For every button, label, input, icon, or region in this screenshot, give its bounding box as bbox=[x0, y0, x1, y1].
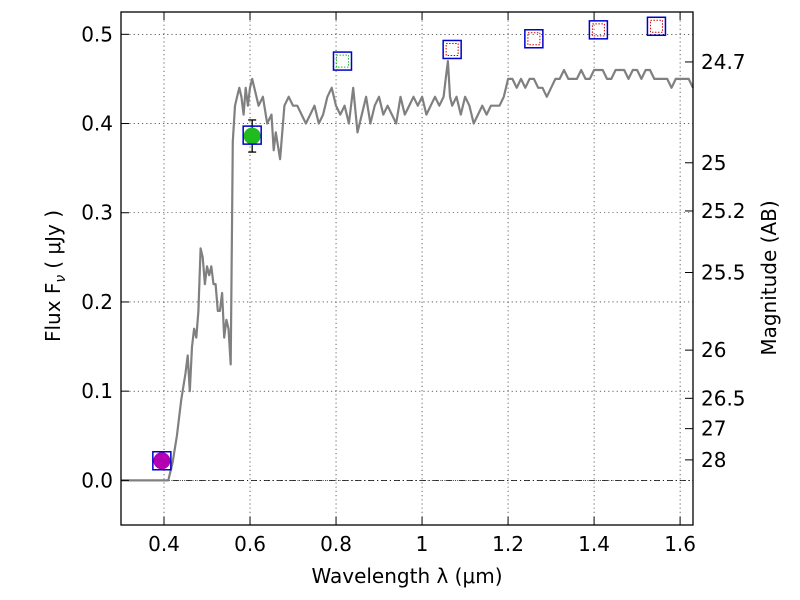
y-left-label-sub: ν bbox=[53, 275, 69, 283]
observation-point bbox=[153, 452, 171, 470]
marker-layer bbox=[152, 16, 667, 471]
upper-limit-box bbox=[591, 23, 605, 37]
model-box bbox=[332, 51, 353, 71]
plot-frame bbox=[120, 11, 694, 526]
right-tick-label: 26 bbox=[701, 338, 726, 362]
model-box bbox=[242, 125, 262, 145]
y-tick-label: 0.5 bbox=[81, 22, 113, 46]
right-tick-label: 25.5 bbox=[701, 261, 746, 285]
x-axis-label: Wavelength λ (μm) bbox=[311, 564, 502, 588]
x-tick-label: 1.2 bbox=[492, 532, 524, 556]
x-tick-label: 0.4 bbox=[148, 532, 180, 556]
y-tick-label: 0.0 bbox=[81, 468, 113, 492]
right-tick-label: 27 bbox=[701, 417, 726, 441]
y-tick-label: 0.2 bbox=[81, 290, 113, 314]
upper-limit-box bbox=[649, 19, 663, 33]
y-tick-label: 0.4 bbox=[81, 112, 113, 136]
y-axis-left-label: Flux Fν ( μJy ) bbox=[41, 210, 69, 342]
x-tick-label: 1 bbox=[416, 532, 429, 556]
y-left-label-flux: Flux F bbox=[41, 283, 65, 342]
y-axis-right-label: Magnitude (AB) bbox=[757, 200, 781, 355]
model-box bbox=[646, 16, 667, 37]
model-box bbox=[152, 451, 172, 471]
right-tick-label: 24.7 bbox=[701, 50, 746, 74]
x-tick-label: 1.4 bbox=[578, 532, 610, 556]
model-box bbox=[442, 39, 462, 60]
right-tick-label: 26.5 bbox=[701, 386, 746, 410]
upper-limit-box bbox=[527, 32, 541, 46]
svg-text:Flux Fν( μJy ): Flux Fν ( μJy ) bbox=[41, 210, 69, 342]
y-left-label-unit: ( μJy ) bbox=[41, 210, 65, 269]
upper-limit-box bbox=[445, 42, 459, 56]
y-tick-label: 0.3 bbox=[81, 201, 113, 225]
right-tick-label: 25 bbox=[701, 151, 726, 175]
x-tick-label: 1.6 bbox=[664, 532, 696, 556]
right-tick-label: 28 bbox=[701, 448, 726, 472]
y-tick-label: 0.1 bbox=[81, 379, 113, 403]
upper-limit-box bbox=[335, 54, 349, 68]
model-box bbox=[588, 20, 609, 40]
model-box bbox=[524, 29, 544, 49]
spectrum-line bbox=[121, 60, 694, 482]
right-tick-label: 25.2 bbox=[701, 199, 746, 223]
series-layer bbox=[121, 60, 694, 482]
observation-point bbox=[243, 127, 261, 145]
tick-layer: 0.4 0.6 0.8 1 1.2 1.4 1.6 0.0 0.1 0.2 0.3 0.4 0.5 24.… bbox=[81, 12, 746, 556]
x-tick-label: 0.6 bbox=[234, 532, 266, 556]
x-tick-label: 0.8 bbox=[320, 532, 352, 556]
